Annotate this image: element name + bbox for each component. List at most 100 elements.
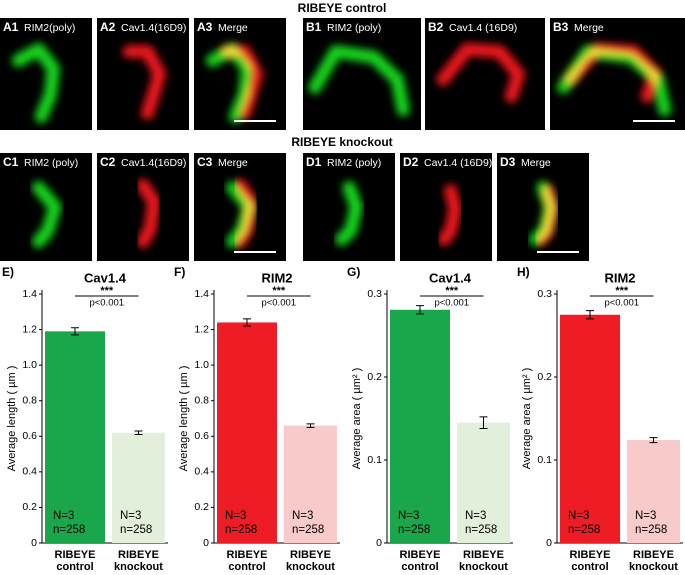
image-panel: A2 Cav1.4(16D9) [97,18,189,130]
panel-label: Cav1.4 (16D9) [424,157,492,169]
y-tick-label: 1.0 [194,359,209,371]
fluorescence-signal [11,42,60,124]
y-tick-label: 0.6 [194,430,209,442]
fluorescence-signal [557,45,672,117]
panel-label: Merge [521,157,551,169]
x-tick-label: RIBEYE control [569,549,611,573]
y-tick-label: 0.6 [22,430,37,442]
error-bar [134,430,143,436]
panel-letter: F) [174,265,185,279]
y-tick-label: 0.8 [194,394,209,406]
error-bar [479,416,488,429]
bar [457,422,510,543]
significance-stars: *** [445,285,459,297]
image-panel: D2 Cav1.4 (16D9) [400,153,492,261]
bar-note: n=258 [225,524,257,536]
significance-stars: *** [100,285,114,297]
panel-letter: G) [347,265,360,279]
chart-title: RIM2 [604,270,635,285]
bar-note: N=3 [53,510,74,522]
panel-label: Merge [218,22,248,34]
image-panel: B1 RIM2 (poly) [303,18,421,130]
panel-id: B3 [553,20,569,34]
y-axis-label: Average length ( µm ) [178,366,190,472]
y-tick-label: 0.1 [537,454,552,466]
x-tick-label: RIBEYE knockout [114,549,163,573]
image-panel: B3 Merge [550,18,685,130]
bar [45,331,105,543]
panel-id: A3 [197,20,213,34]
x-tick-label: RIBEYE knockout [629,549,678,573]
y-tick-label: 1.2 [194,323,209,335]
panel-id: B2 [428,20,444,34]
x-tick-label: RIBEYE control [226,549,268,573]
panel-label: Merge [218,157,248,169]
error-bar [306,423,315,428]
x-tick-label: RIBEYE control [54,549,96,573]
error-bar [243,318,251,327]
panel-id: B1 [306,20,322,34]
y-tick-label: 1.4 [22,288,37,300]
bar-note: n=258 [635,524,667,536]
panel-letter: H) [517,265,530,279]
y-tick-label: 0.4 [22,466,37,478]
bar-note: n=258 [465,524,497,536]
fluorescence-signal [436,42,526,103]
section-title: RIBEYE knockout [291,135,392,149]
y-tick-label: 0.2 [194,501,209,513]
y-axis-label: Average area ( µm² ) [351,368,363,470]
panel-id: C3 [197,155,213,169]
y-tick-label: 0 [546,537,552,549]
panel-id: A2 [100,20,116,34]
image-panel: D3 Merge [497,153,589,261]
x-tick-label: RIBEYE knockout [459,549,508,573]
y-tick-label: 1.4 [194,288,209,300]
bar [284,425,337,543]
y-tick-label: 1.2 [22,323,37,335]
bar-note: n=258 [292,524,324,536]
p-value: p<0.001 [604,298,639,309]
error-bar [649,437,658,444]
y-tick-label: 0.2 [537,371,552,383]
bar-note: N=3 [465,510,486,522]
y-tick-label: 1.0 [22,359,37,371]
image-panel: C2 Cav1.4(16D9) [97,153,189,261]
fluorescence-signal [335,181,363,246]
fluorescence-signal [529,181,557,246]
image-panel: A3 Merge [194,18,286,130]
panel-label: RIM2 (poly) [327,22,381,34]
x-tick-label: RIBEYE knockout [286,549,335,573]
bar-note: N=3 [292,510,313,522]
panel-id: D2 [403,155,419,169]
y-tick-label: 0.8 [22,394,37,406]
panel-label: Merge [574,22,604,34]
panel-label: Cav1.4 (16D9) [449,22,517,34]
bar [560,314,620,543]
bar-note: N=3 [635,510,656,522]
bar [112,432,165,543]
image-background [0,153,92,261]
bar-note: N=3 [225,510,246,522]
panel-label: Cav1.4(16D9) [121,157,186,169]
bar [390,309,450,543]
error-bar [416,305,424,315]
image-panel: B2 Cav1.4 (16D9) [425,18,545,130]
fluorescence-signal [437,184,462,246]
bar [627,440,680,543]
image-panel: C3 Merge [194,153,286,261]
panel-label: Cav1.4(16D9) [121,22,186,34]
y-tick-label: 0 [203,537,209,549]
panel-id: D3 [500,155,516,169]
error-bar [71,327,79,336]
y-tick-label: 0.2 [367,371,382,383]
p-value: p<0.001 [261,298,296,309]
panel-letter: E) [2,265,14,279]
bar [217,322,277,543]
y-axis-label: Average length ( µm ) [6,366,18,472]
y-tick-label: 0.3 [367,288,382,300]
p-value: p<0.001 [434,298,469,309]
bar-note: n=258 [53,524,85,536]
image-panel: A1 RIM2(poly) [0,18,92,130]
y-axis-label: Average area ( µm² ) [521,368,533,470]
